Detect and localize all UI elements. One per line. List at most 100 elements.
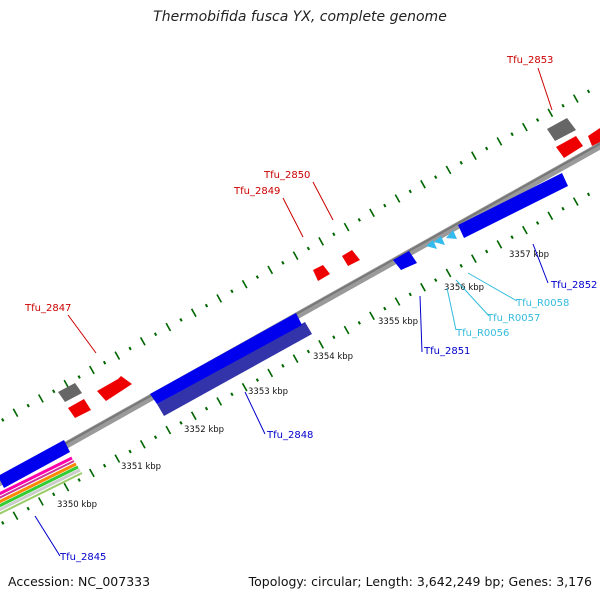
minor-tick [383,306,387,311]
minor-tick [179,421,183,425]
gene-label-tfu-r0056[interactable]: Tfu_R0056 [455,328,509,339]
minor-tick [561,206,565,211]
minor-tick [204,303,209,308]
major-tick [12,408,19,417]
feature-tfu-r0056[interactable] [426,240,437,249]
minor-tick [1,521,5,525]
gene-label-tfu-r0058[interactable]: Tfu_R0058 [515,298,569,309]
gene-label-tfu-2845[interactable]: Tfu_2845 [59,552,106,563]
major-tick [114,454,121,463]
scale-label: 3351 kbp [121,462,161,472]
map-title: Thermobifida fusca YX, complete genome [153,9,447,25]
major-tick [572,197,579,206]
gene-labels: Tfu_2853 Tfu_2850 Tfu_2849 Tfu_2847 Tfu_… [24,55,597,563]
major-tick [318,340,324,349]
minor-tick [332,232,336,237]
major-tick [38,394,44,403]
minor-tick [306,349,311,354]
minor-tick [52,389,56,394]
major-tick [89,365,95,375]
scale-label: 3354 kbp [313,352,353,362]
feature-tfu-2845[interactable] [0,440,70,488]
feature-tfu-2853[interactable] [556,136,583,158]
minor-tick [408,189,412,194]
minor-tick [1,418,5,422]
minor-tick [26,403,30,408]
genome-summary-text: Topology: circular; Length: 3,642,249 bp… [248,574,592,589]
gene-label-tfu-2848[interactable]: Tfu_2848 [266,430,313,441]
feature-forward-grey[interactable] [58,383,82,402]
major-tick [241,279,248,289]
major-tick [445,268,452,278]
feature-tfu-2847[interactable] [68,399,91,418]
minor-tick [357,321,361,325]
major-tick [114,351,121,360]
minor-tick [77,478,81,482]
gene-label-tfu-r0057[interactable]: Tfu_R0057 [486,313,540,324]
gene-label-tfu-2849[interactable]: Tfu_2849 [233,186,280,197]
minor-tick [52,492,56,497]
major-tick [547,211,554,221]
major-tick [292,354,299,363]
minor-tick [230,392,234,397]
feature-tfu-2851[interactable] [393,251,417,270]
major-tick [165,425,172,435]
major-tick [496,240,503,249]
minor-tick [102,463,107,468]
feature-forward-grey-right[interactable] [547,118,576,141]
major-tick [318,237,324,246]
feature-tfu-r0058[interactable] [446,230,457,239]
gene-label-tfu-2850[interactable]: Tfu_2850 [263,170,310,181]
major-tick [139,440,146,449]
minor-tick [102,360,107,365]
major-tick [267,265,274,275]
feature-forward-red-long[interactable] [97,376,132,401]
major-tick [216,397,223,406]
gene-label-tfu-2847[interactable]: Tfu_2847 [24,303,71,314]
major-tick [89,468,95,478]
major-tick [267,368,274,378]
major-tick [241,382,248,392]
minor-tick [306,246,311,251]
minor-tick [230,289,234,294]
scale-label: 3350 kbp [57,500,97,510]
feature-tfu-2850[interactable] [342,250,360,266]
major-tick [394,194,401,203]
minor-tick [434,278,438,282]
feature-forward-red-edge[interactable] [588,128,600,146]
gene-label-tfu-2851[interactable]: Tfu_2851 [423,346,470,357]
scale-label: 3355 kbp [378,317,418,327]
minor-tick [204,406,209,411]
minor-tick [459,263,463,268]
feature-tfu-2849[interactable] [313,265,330,281]
minor-tick [586,89,591,94]
minor-tick [128,449,132,454]
major-tick [496,137,503,146]
inner-tick-track [1,192,591,525]
minor-tick [281,363,285,368]
label-leaders [34,67,553,557]
backbone [0,141,600,487]
major-tick [547,108,554,118]
feature-tfu-2852[interactable] [458,173,568,238]
minor-tick [510,235,514,240]
major-tick [190,308,197,318]
minor-tick [255,378,260,382]
major-tick [292,251,299,260]
major-tick [343,222,350,232]
gene-label-tfu-2853[interactable]: Tfu_2853 [506,55,553,66]
minor-tick [561,103,565,108]
major-tick [165,322,172,332]
feature-tfu-2848[interactable] [157,322,312,416]
scale-label: 3353 kbp [248,387,288,397]
major-tick [369,208,375,218]
major-tick [445,165,452,175]
feature-reverse-blue-long[interactable] [150,313,302,404]
minor-tick [179,318,183,322]
minor-tick [408,292,412,297]
minor-tick [357,218,361,222]
gene-label-tfu-2852[interactable]: Tfu_2852 [550,280,597,291]
scale-label: 3357 kbp [509,250,549,260]
feature-tfu-r0057[interactable] [434,236,445,245]
